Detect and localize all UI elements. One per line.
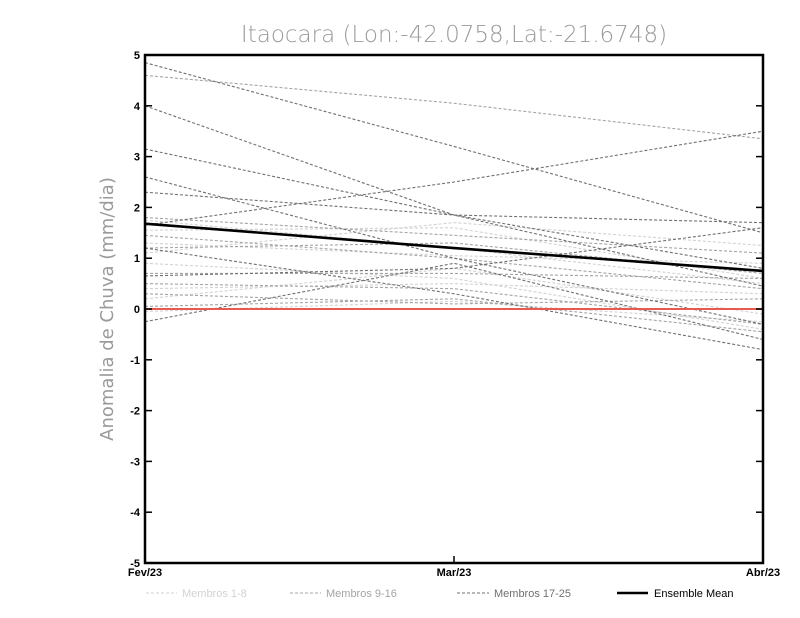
y-tick-label: -3 [130,456,140,468]
legend-label-1: Membros 1-8 [182,588,247,600]
y-tick-label: 5 [134,50,140,62]
member-line-4 [144,222,764,254]
x-tick-labels: Fev/23 Mar/23 Abr/23 [128,567,780,579]
legend-label-3: Membros 17-25 [494,588,571,600]
mean-layer [144,222,764,310]
x-tick-label: Mar/23 [437,567,472,579]
member-line-16 [144,298,764,333]
member-line-13 [145,272,764,280]
y-axis-label: Anomalia de Chuva (mm/dia) [97,177,118,441]
series-layer [144,62,764,351]
y-tick-label: 3 [134,152,140,164]
legend-label-4: Ensemble Mean [654,588,734,600]
y-tick-label: 4 [134,101,141,113]
y-tick-label: -2 [130,406,140,418]
member-line-2 [144,227,764,280]
ensemble-mean-line [144,222,764,273]
legend: Membros 1-8 Membros 9-16 Membros 17-25 Ense… [146,588,734,600]
member-line-10 [144,217,764,254]
x-tick-label: Abr/23 [746,567,780,579]
member-line-18 [144,105,764,287]
y-tick-labels: 5 4 3 2 1 0 -1 -2 -3 -4 -5 [130,50,141,570]
member-line-7 [144,267,764,315]
member-line-21 [144,191,764,224]
member-line-3 [144,242,764,264]
y-tick-label: -4 [130,507,141,519]
member-line-19 [144,148,764,269]
y-tick-label: 0 [134,304,140,316]
member-line-8 [144,300,764,323]
member-line-15 [144,293,764,305]
x-tick-label: Fev/23 [128,567,162,579]
chart-title: Itaocara (Lon:-42.0758,Lat:-21.6748) [241,22,667,48]
member-line-23 [144,247,764,351]
y-tick-label: -1 [130,355,140,367]
y-tick-label: -5 [130,558,140,570]
member-line-11 [144,234,764,290]
y-tick-label: 2 [134,202,140,214]
legend-label-2: Membros 9-16 [326,588,397,600]
member-line-14 [144,283,764,325]
member-line-22 [144,130,764,226]
member-line-20 [144,176,764,325]
member-line-25 [144,262,764,341]
member-line-17 [144,62,764,234]
axes-layer [143,53,765,565]
member-line-9 [144,74,764,140]
member-line-24 [144,227,764,277]
member-line-6 [144,283,764,295]
y-tick-label: 1 [134,253,140,265]
